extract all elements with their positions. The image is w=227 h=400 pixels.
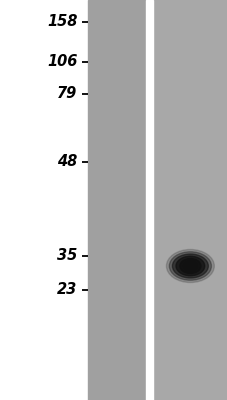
Ellipse shape [166,250,213,282]
Bar [152,0,227,400]
Bar [87,0,145,400]
Bar [145,0,152,400]
Ellipse shape [172,254,207,278]
Ellipse shape [179,258,200,274]
Text: 35: 35 [57,248,77,264]
Text: 158: 158 [47,14,77,30]
Text: 79: 79 [57,86,77,102]
Ellipse shape [175,256,204,276]
Text: 106: 106 [47,54,77,70]
Text: 23: 23 [57,282,77,298]
Ellipse shape [183,261,196,271]
Ellipse shape [169,252,210,280]
Text: 48: 48 [57,154,77,170]
